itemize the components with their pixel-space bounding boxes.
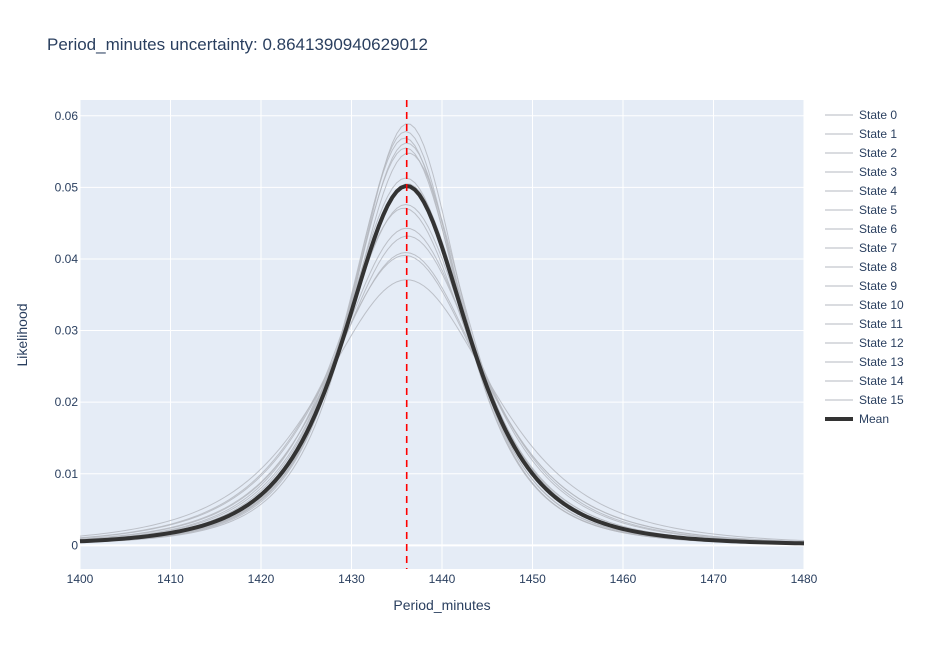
legend-label: State 6 — [859, 222, 897, 236]
legend-item-state-11[interactable]: State 11 — [825, 317, 903, 331]
legend-label: State 10 — [859, 298, 904, 312]
legend-item-state-14[interactable]: State 14 — [825, 374, 904, 388]
legend-label: State 14 — [859, 374, 904, 388]
x-tick-label: 1450 — [519, 572, 546, 586]
legend-label: State 9 — [859, 279, 897, 293]
series-line-state-11 — [79, 235, 805, 543]
x-tick-label: 1400 — [67, 572, 94, 586]
legend-item-state-4[interactable]: State 4 — [825, 184, 897, 198]
y-tick-label: 0.04 — [55, 252, 79, 266]
legend-label: State 1 — [859, 127, 897, 141]
legend-item-state-3[interactable]: State 3 — [825, 165, 897, 179]
tick-labels: 1400 1410 1420 1430 1440 1450 1460 1470 1480 0 0.0… — [55, 109, 818, 586]
legend-label: State 7 — [859, 241, 897, 255]
legend-item-state-13[interactable]: State 13 — [825, 355, 904, 369]
legend-item-state-7[interactable]: State 7 — [825, 241, 897, 255]
legend-label: State 5 — [859, 203, 897, 217]
legend-item-state-2[interactable]: State 2 — [825, 146, 897, 160]
legend-label: State 2 — [859, 146, 897, 160]
x-tick-label: 1420 — [248, 572, 275, 586]
legend-label: State 11 — [859, 317, 903, 331]
y-axis-title: Likelihood — [14, 303, 30, 366]
y-tick-label: 0.03 — [55, 324, 79, 338]
legend-item-state-8[interactable]: State 8 — [825, 260, 897, 274]
legend-item-state-5[interactable]: State 5 — [825, 203, 897, 217]
legend-label: State 12 — [859, 336, 904, 350]
legend-label: State 3 — [859, 165, 897, 179]
legend-label: Mean — [859, 412, 889, 426]
legend-item-state-15[interactable]: State 15 — [825, 393, 904, 407]
legend-item-state-9[interactable]: State 9 — [825, 279, 897, 293]
y-tick-label: 0.01 — [55, 467, 79, 481]
x-tick-label: 1410 — [157, 572, 184, 586]
y-tick-label: 0.06 — [55, 109, 79, 123]
legend-label: State 8 — [859, 260, 897, 274]
legend-label: State 15 — [859, 393, 904, 407]
y-tick-label: 0.02 — [55, 395, 79, 409]
legend-item-mean[interactable]: Mean — [825, 412, 889, 426]
legend-label: State 13 — [859, 355, 904, 369]
series-line-state-14 — [79, 279, 805, 542]
legend-item-state-10[interactable]: State 10 — [825, 298, 904, 312]
x-tick-label: 1460 — [610, 572, 637, 586]
series-lines — [79, 123, 805, 546]
series-line-state-13 — [79, 254, 805, 543]
legend-item-state-0[interactable]: State 0 — [825, 108, 897, 122]
chart-title: Period_minutes uncertainty: 0.8641390940… — [47, 35, 428, 54]
y-tick-label: 0.05 — [55, 180, 79, 194]
x-tick-label: 1470 — [700, 572, 727, 586]
legend-item-state-12[interactable]: State 12 — [825, 336, 904, 350]
legend-item-state-6[interactable]: State 6 — [825, 222, 897, 236]
legend-label: State 0 — [859, 108, 897, 122]
y-tick-label: 0 — [71, 538, 78, 552]
x-tick-label: 1430 — [338, 572, 365, 586]
legend: State 0 State 1 State 2 State 3 State 4 State… — [825, 108, 904, 426]
x-tick-label: 1480 — [791, 572, 818, 586]
series-line-state-10 — [79, 227, 805, 543]
x-axis-title: Period_minutes — [393, 597, 490, 613]
legend-label: State 4 — [859, 184, 897, 198]
series-line-mean — [79, 183, 805, 546]
legend-item-state-1[interactable]: State 1 — [825, 127, 897, 141]
x-tick-label: 1440 — [429, 572, 456, 586]
